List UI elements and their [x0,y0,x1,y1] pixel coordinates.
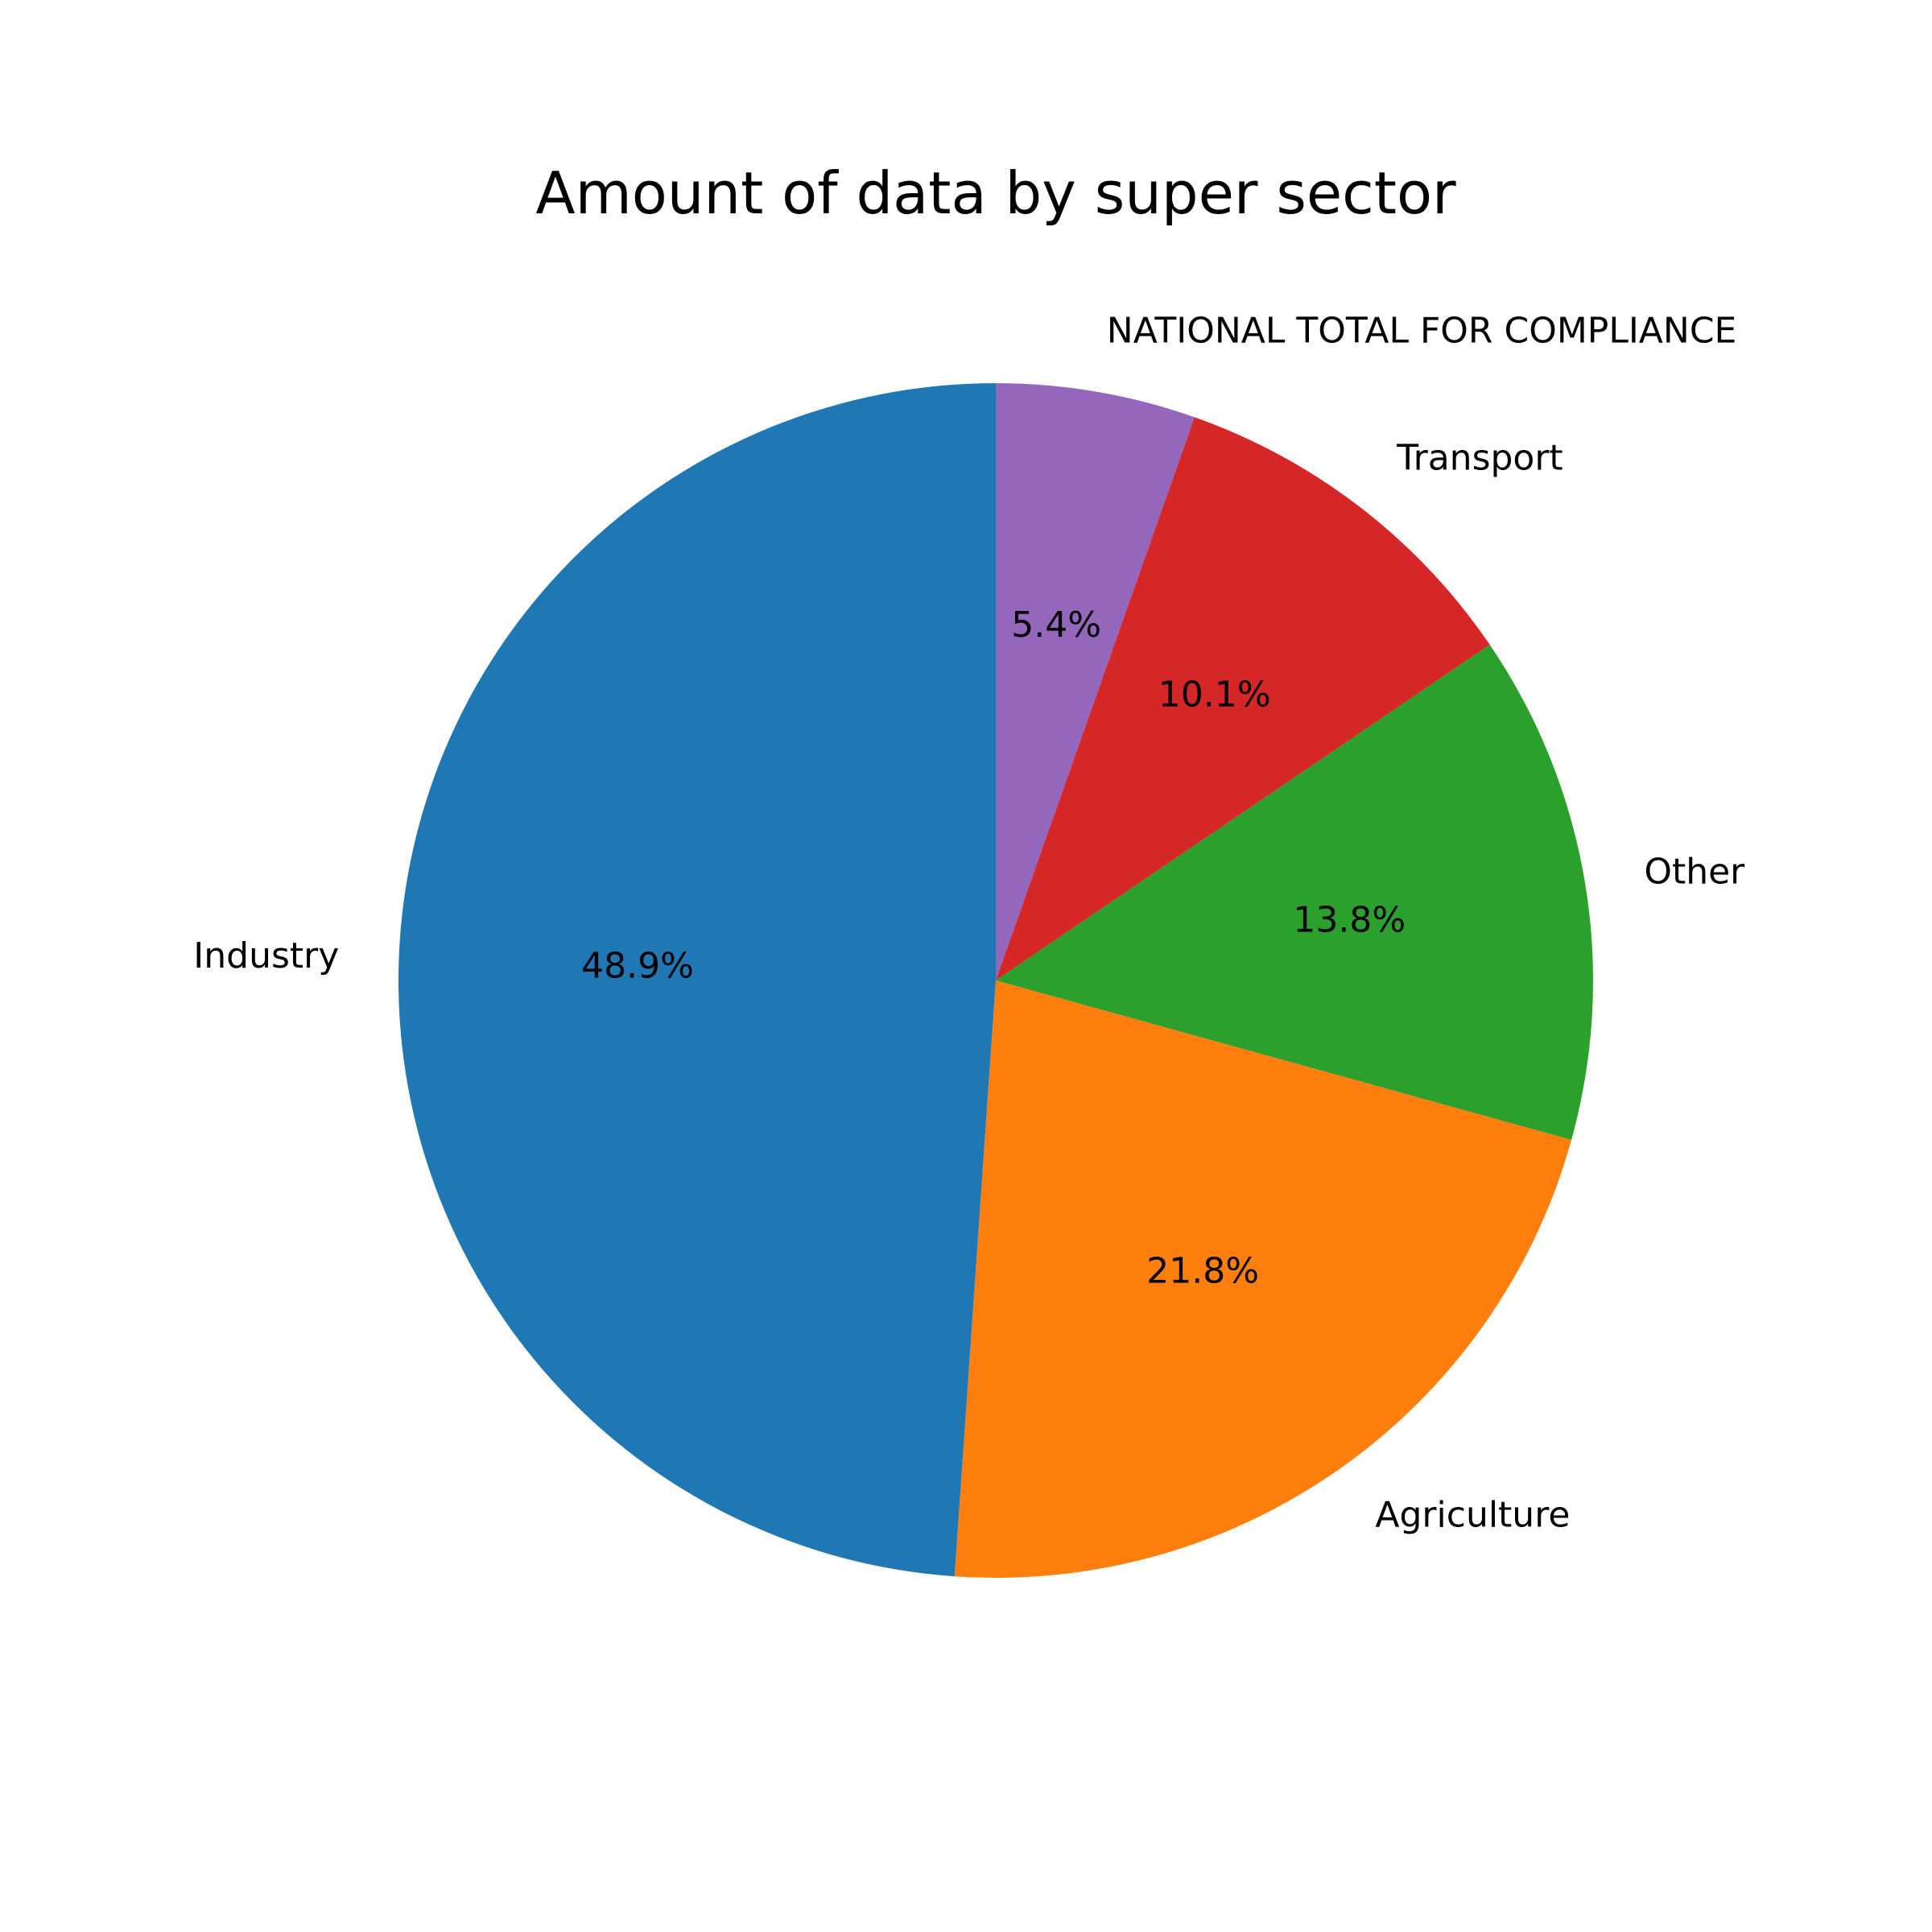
slice-label-national-total-for-compliance: NATIONAL TOTAL FOR COMPLIANCE [1107,311,1737,352]
slice-percent-industry: 48.9% [581,946,694,987]
slice-percent-agriculture: 21.8% [1146,1250,1259,1291]
pie-slice-transport [996,417,1490,980]
slice-percent-national-total-for-compliance: 5.4% [1011,605,1101,646]
slice-percent-transport: 10.1% [1158,674,1271,715]
slice-label-transport: Transport [1396,438,1563,479]
slice-label-other: Other [1644,851,1745,892]
pie-slice-labels: NATIONAL TOTAL FOR COMPLIANCE Transport Ot… [193,311,1745,1536]
slice-percent-other: 13.8% [1293,900,1406,941]
slice-label-industry: Industry [193,935,339,976]
pie-slice-national-total-for-compliance [996,383,1195,980]
pie-slice-other [996,644,1593,1141]
chart-title: Amount of data by super sector [535,159,1456,227]
pie-slice-industry [398,383,997,1577]
pie-slice-agriculture [954,980,1572,1578]
pie-percent-labels: 5.4% 10.1% 13.8% 21.8% 48.9% [581,605,1406,1291]
pie-slices [398,383,1593,1578]
slice-label-agriculture: Agriculture [1375,1494,1570,1535]
